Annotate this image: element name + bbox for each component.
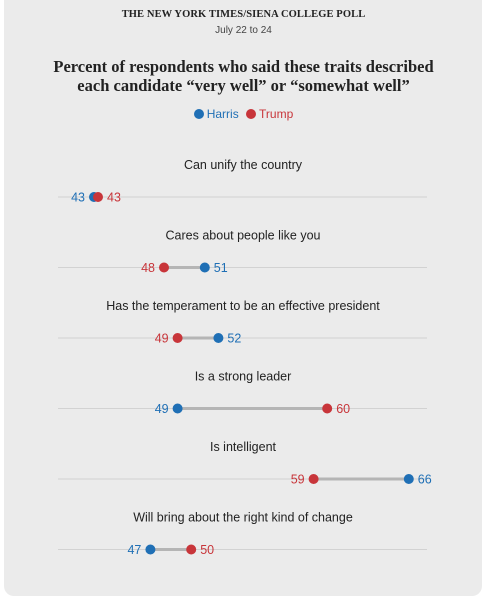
trait-label: Has the temperament to be an effective p…: [106, 299, 380, 313]
legend-item-harris: Harris: [193, 107, 239, 121]
legend-item-trump: Trump: [246, 107, 293, 121]
trait-label: Cares about people like you: [166, 229, 321, 243]
harris-value-label: 49: [155, 402, 169, 416]
trump-point: [172, 333, 183, 343]
chart-card: [4, 0, 482, 596]
harris-point: [213, 333, 224, 343]
legend-trump-swatch: [246, 109, 257, 119]
trump-value-label: 48: [141, 261, 155, 275]
trait-label: Can unify the country: [184, 158, 303, 172]
trump-point: [308, 474, 319, 484]
source-label: THE NEW YORK TIMES/SIENA COLLEGE POLL: [121, 9, 366, 20]
harris-value-label: 52: [227, 332, 241, 346]
harris-value-label: 66: [418, 473, 432, 487]
legend-harris-swatch: [193, 109, 204, 119]
trump-point: [322, 403, 333, 414]
trump-point: [186, 544, 197, 555]
date-range: July 22 to 24: [215, 25, 272, 36]
harris-value-label: 51: [214, 261, 228, 275]
trump-point: [93, 192, 103, 202]
trait-label: Is intelligent: [210, 440, 277, 454]
trump-value-label: 50: [200, 543, 214, 557]
harris-point: [145, 544, 156, 555]
harris-point: [172, 403, 183, 414]
trump-value-label: 49: [155, 332, 169, 346]
chart-title: Percent of respondents who said these tr…: [53, 57, 434, 95]
harris-value-label: 47: [127, 543, 141, 557]
trump-value-label: 43: [107, 191, 121, 205]
harris-value-label: 43: [71, 191, 85, 205]
legend-harris-label: Harris: [206, 107, 239, 121]
trait-label: Will bring about the right kind of chang…: [133, 511, 353, 525]
legend: Harris Trump: [0, 107, 487, 121]
harris-point: [403, 474, 414, 484]
trait-label: Is a strong leader: [195, 370, 292, 384]
legend-trump-label: Trump: [259, 107, 294, 121]
trump-value-label: 59: [291, 473, 305, 487]
trump-value-label: 60: [336, 402, 350, 416]
harris-point: [199, 262, 210, 273]
trump-point: [159, 262, 169, 273]
